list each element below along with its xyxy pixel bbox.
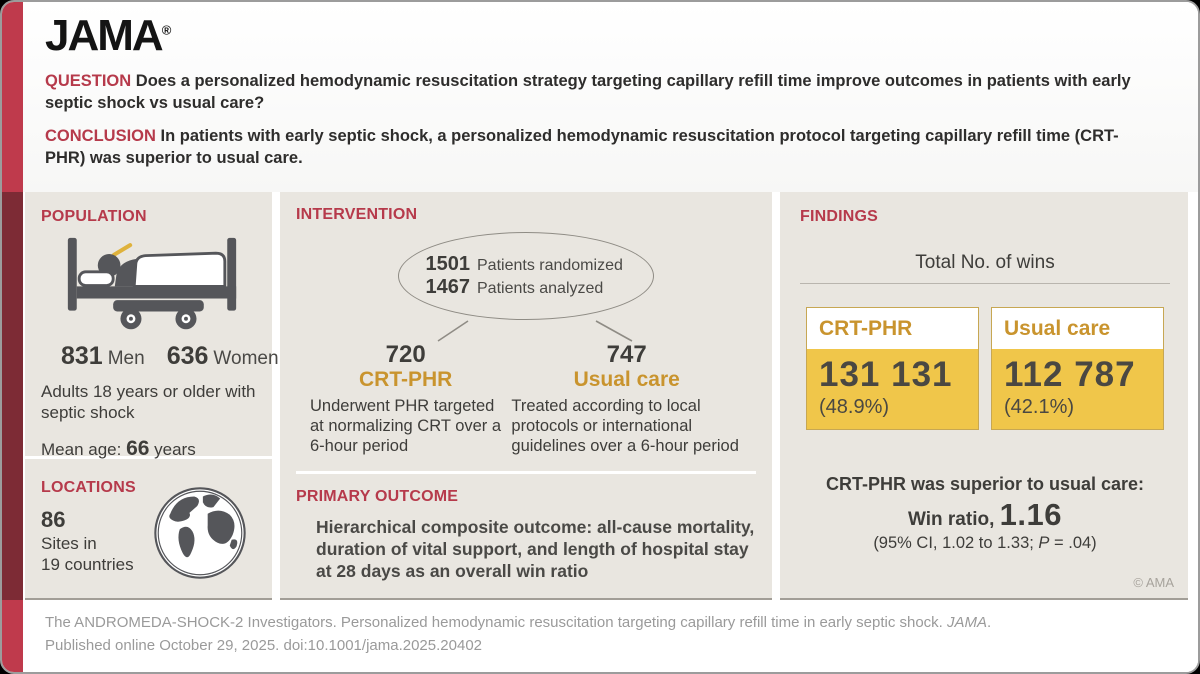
primary-outcome-title: PRIMARY OUTCOME [296, 487, 459, 505]
site-count: 86 [41, 507, 66, 532]
citation-period: . [987, 614, 992, 631]
population-panel: POPULATION [25, 192, 279, 600]
sex-counts: 831 Men 636 Women [61, 342, 279, 371]
header: JAMA® QUESTION Does a personalized hemod… [23, 2, 1198, 192]
win-card-crt-phr: CRT-PHR 131 131 (48.9%) [806, 307, 979, 430]
win-ratio-label: Win ratio, [907, 508, 1000, 530]
citation-text: The ANDROMEDA-SHOCK-2 Investigators. Per… [45, 614, 948, 631]
conclusion-text: In patients with early septic shock, a p… [45, 126, 1119, 167]
findings-title: FINDINGS [800, 208, 879, 225]
panels-row: POPULATION [23, 192, 1198, 600]
conclusion-label: CONCLUSION [45, 126, 156, 145]
win-cards: CRT-PHR 131 131 (48.9%) Usual care 112 7… [800, 307, 1170, 430]
intervention-section: INTERVENTION 1501 Patients randomized 146… [280, 192, 772, 457]
locations-section: LOCATIONS 86 Sites in 19 countries [25, 459, 272, 581]
panel-divider [296, 470, 756, 474]
arm2-name: Usual care [573, 368, 680, 392]
randomization-flow: 1501 Patients randomized 1467 Patients ana… [296, 232, 756, 457]
citation-line2: Published online October 29, 2025. doi:1… [45, 636, 482, 654]
win-card1-percent: (48.9%) [819, 395, 890, 418]
women-count: 636 [166, 342, 209, 370]
men-label: Men [107, 348, 145, 369]
randomized-row: 1501 Patients randomized [420, 253, 632, 276]
question-label: QUESTION [45, 72, 132, 91]
mean-age-value: 66 [126, 436, 150, 460]
analyzed-row: 1467 Patients analyzed [420, 276, 632, 299]
findings-section: FINDINGS Total No. of wins CRT-PHR 131 1… [780, 192, 1188, 598]
question-paragraph: QUESTION Does a personalized hemodynamic… [45, 71, 1155, 115]
intervention-title: INTERVENTION [296, 206, 418, 223]
population-description: Adults 18 years or older with septic sho… [41, 382, 256, 423]
population-section: POPULATION [25, 192, 279, 461]
arm1-name: CRT-PHR [359, 368, 453, 392]
randomization-oval: 1501 Patients randomized 1467 Patients ana… [398, 232, 654, 320]
ci-p-symbol: P [1038, 533, 1050, 552]
patient-bed-icon [63, 236, 258, 340]
ama-copyright: © AMA [1133, 575, 1174, 590]
accent-bar-middle [2, 192, 23, 600]
arm2-description: Treated according to local protocols or … [511, 397, 739, 456]
locations-line2: 19 countries [41, 555, 134, 575]
analyzed-label: Patients analyzed [477, 280, 604, 297]
locations-text-block: LOCATIONS 86 Sites in 19 countries [41, 479, 136, 581]
question-text: Does a personalized hemodynamic resuscit… [45, 72, 1131, 113]
population-title: POPULATION [41, 208, 147, 225]
intervention-panel: INTERVENTION 1501 Patients randomized 146… [280, 192, 772, 600]
win-ratio-line: Win ratio, 1.16 [800, 497, 1170, 533]
conclusion-paragraph: CONCLUSION In patients with early septic… [45, 126, 1155, 170]
main-content: JAMA® QUESTION Does a personalized hemod… [23, 2, 1198, 672]
confidence-interval-line: (95% CI, 1.02 to 1.33; P = .04) [800, 534, 1170, 553]
arm2-count: 747 [606, 341, 647, 368]
findings-panel: FINDINGS Total No. of wins CRT-PHR 131 1… [780, 192, 1188, 600]
women-label: Women [213, 348, 279, 369]
left-accent-bar [2, 2, 23, 672]
citation-line1: The ANDROMEDA-SHOCK-2 Investigators. Per… [45, 612, 1174, 635]
arm-crt-phr: 720 CRT-PHR Underwent PHR targeted at no… [310, 342, 501, 457]
win-card2-name: Usual care [992, 308, 1163, 349]
ci-suffix: = .04) [1049, 533, 1097, 552]
women-count-item: 636 Women [167, 342, 279, 371]
win-card1-name: CRT-PHR [807, 308, 978, 349]
locations-title: LOCATIONS [41, 479, 136, 496]
mean-age-suffix: years [149, 439, 196, 459]
men-count-item: 831 Men [61, 342, 145, 371]
findings-subtitle: Total No. of wins [800, 252, 1170, 284]
journal-name: JAMA [947, 614, 988, 631]
jama-logo: JAMA® [45, 11, 1174, 60]
study-arms: 720 CRT-PHR Underwent PHR targeted at no… [296, 342, 756, 457]
arm1-count: 720 [385, 341, 426, 368]
ci-prefix: (95% CI, 1.02 to 1.33; [873, 533, 1039, 552]
globe-icon [152, 485, 248, 581]
locations-line1: Sites in [41, 534, 97, 553]
win-card2-body: 112 787 (42.1%) [992, 349, 1163, 429]
win-card1-body: 131 131 (48.9%) [807, 349, 978, 429]
accent-bar-top [2, 2, 23, 192]
jama-logo-text: JAMA [45, 11, 164, 60]
analyzed-count: 1467 [425, 276, 471, 298]
arm-usual-care: 747 Usual care Treated according to loca… [511, 342, 742, 457]
win-card1-value: 131 131 [819, 355, 953, 394]
citation-footer: The ANDROMEDA-SHOCK-2 Investigators. Per… [23, 600, 1198, 672]
primary-outcome-text: Hierarchical composite outcome: all-caus… [316, 516, 755, 582]
arm1-description: Underwent PHR targeted at normalizing CR… [310, 397, 502, 456]
win-ratio-value: 1.16 [999, 496, 1062, 532]
registered-mark: ® [161, 22, 172, 38]
randomized-count: 1501 [425, 253, 471, 275]
men-count: 831 [61, 342, 103, 370]
superiority-statement: CRT-PHR was superior to usual care: [825, 473, 1145, 494]
mean-age-prefix: Mean age: [41, 439, 127, 459]
mean-age-line: Mean age: 66 years [41, 437, 258, 461]
primary-outcome-section: PRIMARY OUTCOME Hierarchical composite o… [280, 474, 772, 583]
flow-connector-lines [437, 320, 633, 342]
randomized-label: Patients randomized [477, 257, 623, 274]
win-card2-value: 112 787 [1004, 355, 1136, 394]
accent-bar-bottom [2, 600, 23, 672]
win-card-usual-care: Usual care 112 787 (42.1%) [991, 307, 1164, 430]
win-card2-percent: (42.1%) [1004, 395, 1075, 418]
